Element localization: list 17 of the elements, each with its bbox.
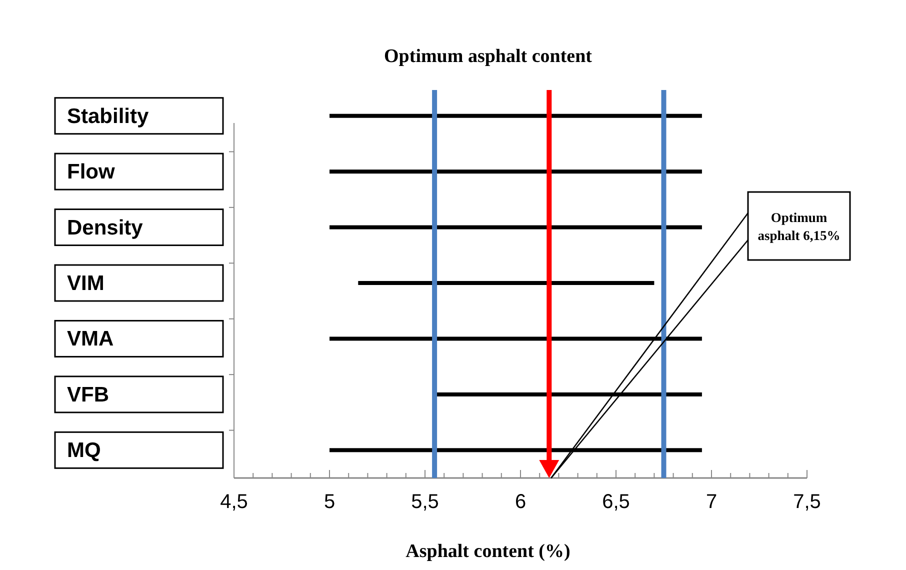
x-tick-label: 7,5 [793, 491, 821, 513]
y-tick-label: VIM [67, 272, 104, 295]
chart-title: Optimum asphalt content [384, 46, 593, 67]
y-tick-label: Density [67, 216, 144, 240]
y-tick-label: Stability [67, 104, 150, 128]
x-tick-label: 6,5 [602, 491, 630, 513]
y-tick-label: VMA [67, 328, 114, 351]
y-tick-label: VFB [67, 383, 109, 406]
x-tick-label: 5,5 [411, 491, 439, 513]
y-tick-label: Flow [67, 160, 116, 184]
x-tick-label: 4,5 [220, 491, 248, 513]
x-tick-label: 6 [514, 491, 526, 513]
annotation: Optimum asphalt 6,15% [758, 210, 840, 243]
y-tick-label: MQ [67, 439, 101, 462]
x-tick-label: 7 [706, 491, 718, 513]
x-axis-title: Asphalt content (%) [406, 541, 570, 562]
x-tick-label: 5 [324, 491, 336, 513]
